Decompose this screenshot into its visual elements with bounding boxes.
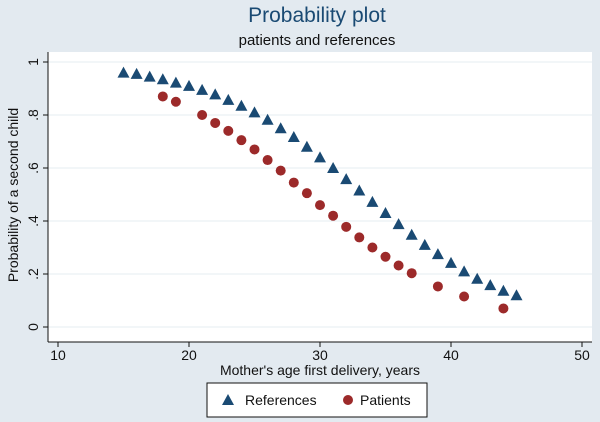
point-references [340, 173, 353, 185]
point-references [418, 238, 431, 250]
point-patients [328, 210, 339, 221]
legend-label-references: References [245, 392, 317, 408]
y-tick-label: 0 [25, 323, 41, 331]
y-tick-label: .2 [25, 268, 41, 280]
point-references [209, 88, 222, 100]
point-patients [301, 188, 312, 199]
point-patients [498, 303, 509, 314]
y-tick-label: 1 [25, 58, 41, 66]
point-references [510, 289, 523, 301]
point-patients [157, 91, 168, 102]
x-tick-label: 50 [574, 347, 590, 363]
legend-marker-references [222, 394, 234, 405]
point-references [405, 228, 418, 240]
legend-marker-patients [343, 395, 353, 405]
point-references [471, 272, 484, 284]
y-tick-label: .8 [25, 109, 41, 121]
point-patients [432, 281, 443, 292]
point-references [261, 113, 274, 125]
point-patients [393, 260, 404, 271]
point-patients [367, 242, 378, 253]
point-references [327, 162, 340, 173]
point-patients [236, 135, 247, 146]
point-references [248, 106, 261, 118]
point-references [235, 99, 248, 111]
point-references [497, 284, 510, 296]
chart-subtitle: patients and references [239, 32, 396, 49]
point-references [353, 184, 366, 196]
point-references [431, 248, 444, 260]
chart-title: Probability plot [248, 4, 386, 27]
data-marks [117, 66, 523, 314]
y-tick-label: .6 [25, 162, 41, 174]
point-patients [170, 96, 181, 107]
point-references [300, 140, 313, 152]
point-patients [459, 291, 470, 302]
point-patients [197, 110, 208, 120]
legend-label-patients: Patients [360, 392, 411, 408]
point-references [392, 218, 405, 230]
x-tick-label: 10 [50, 347, 66, 363]
point-references [117, 66, 130, 78]
point-references [169, 76, 182, 88]
point-patients [262, 155, 273, 166]
point-patients [341, 221, 352, 232]
point-references [196, 83, 209, 95]
x-axis-label: Mother's age first delivery, years [220, 362, 420, 378]
point-references [222, 93, 235, 105]
gridlines [48, 61, 592, 328]
point-patients [288, 177, 299, 188]
point-references [143, 70, 156, 82]
point-references [366, 195, 379, 207]
point-references [183, 79, 195, 91]
plot-area [48, 52, 592, 342]
point-references [379, 207, 392, 219]
point-patients [275, 165, 286, 176]
x-tick-label: 40 [443, 347, 459, 363]
point-references [274, 122, 287, 134]
point-references [314, 151, 326, 163]
point-patients [210, 117, 221, 128]
x-tick-label: 20 [181, 347, 197, 363]
point-patients [380, 251, 391, 262]
legend-box [206, 382, 428, 418]
x-ticks: 10 20 30 40 50 [50, 342, 590, 363]
point-references [445, 256, 457, 268]
y-tick-label: .4 [25, 215, 41, 227]
point-references [458, 265, 471, 277]
point-references [156, 73, 169, 85]
y-axis-label: Probability of a second child [5, 108, 21, 282]
x-tick-label: 30 [312, 347, 328, 363]
point-patients [223, 125, 234, 136]
point-patients [354, 232, 365, 243]
point-references [287, 130, 300, 142]
legend: References Patients [206, 382, 428, 418]
point-patients [249, 144, 260, 155]
point-patients [315, 200, 325, 211]
point-references [130, 67, 143, 79]
y-ticks: 0 .2 .4 .6 .8 1 [25, 58, 48, 331]
point-patients [406, 268, 417, 279]
point-references [484, 279, 497, 291]
